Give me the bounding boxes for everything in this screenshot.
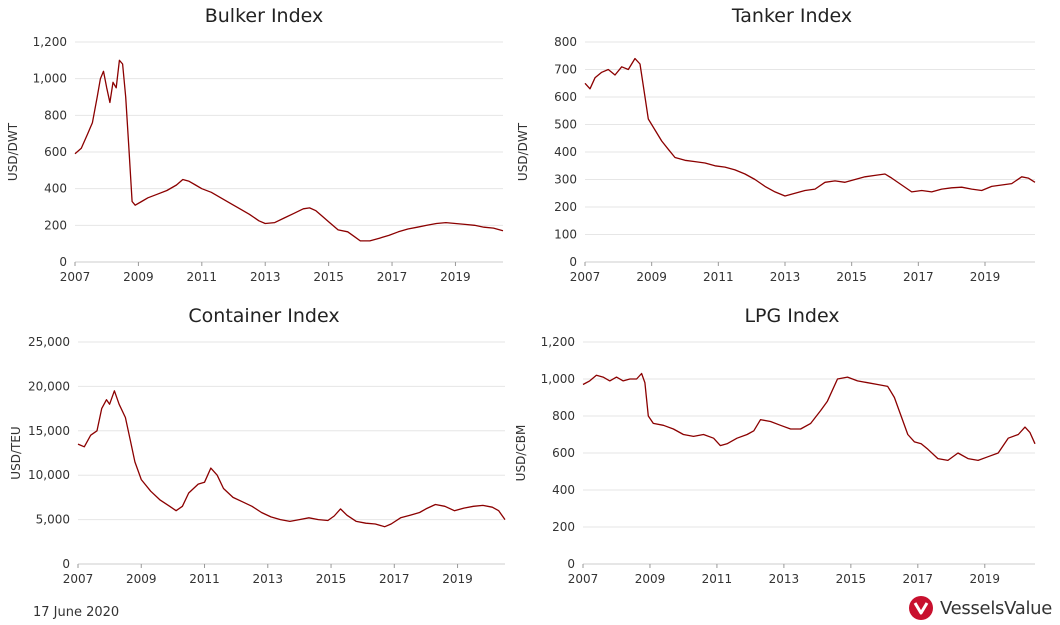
x-tick-label: 2019 [440,270,471,284]
y-tick-label: 600 [44,145,67,159]
y-tick-label: 600 [552,446,575,460]
y-tick-label: 10,000 [28,468,70,482]
x-tick-label: 2015 [836,270,867,284]
x-tick-label: 2007 [570,270,601,284]
y-tick-label: 400 [552,483,575,497]
chart-title: Tanker Index [731,5,852,27]
x-tick-label: 2007 [568,572,599,586]
chart-title: Container Index [188,305,339,327]
series-line [582,372,1036,462]
x-tick-label: 2009 [126,572,157,586]
x-tick-label: 2019 [970,270,1001,284]
x-tick-label: 2009 [636,270,667,284]
x-tick-label: 2013 [770,270,801,284]
chart-title: LPG Index [744,305,839,327]
series-line [77,390,506,528]
y-tick-label: 0 [62,557,70,571]
y-tick-label: 200 [44,218,67,232]
y-tick-label: 1,000 [541,372,575,386]
y-tick-label: 600 [554,90,577,104]
y-tick-label: 200 [552,520,575,534]
x-tick-label: 2007 [60,270,91,284]
y-tick-label: 800 [44,108,67,122]
x-tick-label: 2017 [377,270,408,284]
y-tick-label: 0 [59,255,67,269]
y-axis-label: USD/CBM [514,425,528,482]
x-tick-label: 2019 [970,572,1001,586]
y-tick-label: 400 [44,182,67,196]
x-tick-label: 2011 [703,270,734,284]
brand-icon [909,596,933,620]
y-tick-label: 800 [554,35,577,49]
x-tick-label: 2015 [316,572,347,586]
y-axis-label: USD/DWT [6,122,20,181]
x-tick-label: 2017 [903,572,934,586]
y-tick-label: 800 [552,409,575,423]
y-tick-label: 700 [554,63,577,77]
x-tick-label: 2017 [379,572,410,586]
x-tick-label: 2009 [635,572,666,586]
vesselsvalue-logo: VesselsValue [908,594,1052,622]
x-tick-label: 2015 [313,270,344,284]
y-axis-label: USD/TEU [9,426,23,479]
series-line [584,57,1036,197]
y-tick-label: 5,000 [36,513,70,527]
y-tick-label: 200 [554,200,577,214]
y-tick-label: 20,000 [28,379,70,393]
x-tick-label: 2011 [187,270,218,284]
x-tick-label: 2013 [253,572,284,586]
x-tick-label: 2017 [903,270,934,284]
y-tick-label: 100 [554,228,577,242]
y-axis-label: USD/DWT [516,122,530,181]
x-tick-label: 2013 [769,572,800,586]
x-tick-label: 2011 [189,572,220,586]
x-tick-label: 2013 [250,270,281,284]
x-tick-label: 2015 [836,572,867,586]
y-tick-label: 0 [567,557,575,571]
y-tick-label: 500 [554,118,577,132]
y-tick-label: 1,200 [33,35,67,49]
x-tick-label: 2007 [63,572,94,586]
y-tick-label: 1,000 [33,72,67,86]
y-tick-label: 15,000 [28,424,70,438]
y-tick-label: 1,200 [541,335,575,349]
x-tick-label: 2019 [442,572,473,586]
chart-title: Bulker Index [205,5,324,27]
report-date: 17 June 2020 [33,605,120,620]
y-tick-label: 400 [554,145,577,159]
y-tick-label: 300 [554,173,577,187]
x-tick-label: 2011 [702,572,733,586]
y-tick-label: 25,000 [28,335,70,349]
y-tick-label: 0 [569,255,577,269]
series-line [74,59,504,242]
brand-name: VesselsValue [940,597,1053,619]
x-tick-label: 2009 [123,270,154,284]
